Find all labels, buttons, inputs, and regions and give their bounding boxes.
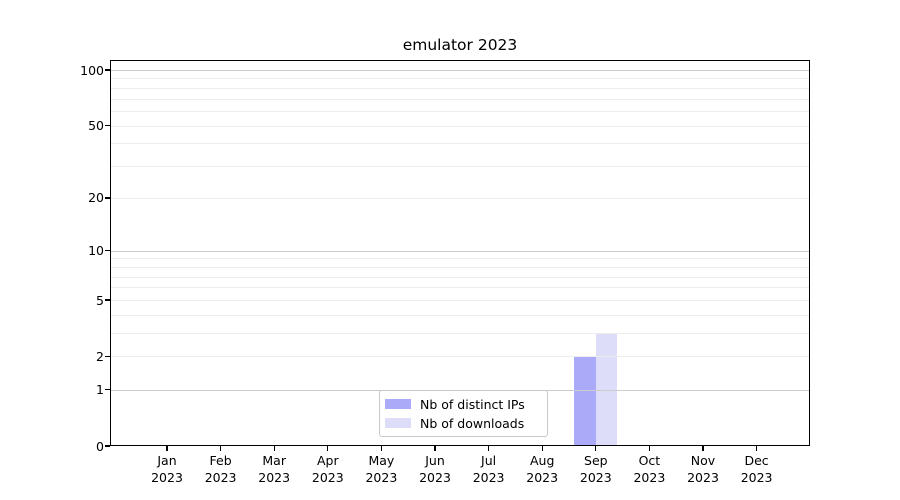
y-tick-label-10: 10 <box>88 243 104 259</box>
x-tick-jun-2023 <box>434 446 436 451</box>
y-tick-label-100: 100 <box>80 62 104 78</box>
legend-item-distinct-ips: Nb of distinct IPs <box>385 397 539 412</box>
plot-area <box>110 60 810 446</box>
month-label: Sep <box>584 453 608 468</box>
legend: Nb of distinct IPs Nb of downloads <box>379 390 548 437</box>
minor-gridline-40 <box>111 143 809 145</box>
year-label: 2023 <box>365 469 398 485</box>
year-label: 2023 <box>579 469 612 485</box>
y-tick-2 <box>104 355 110 358</box>
year-label: 2023 <box>633 469 666 485</box>
x-tick-label-jun-2023: Jun 2023 <box>405 453 465 486</box>
minor-gridline-9 <box>111 258 809 260</box>
x-tick-feb-2023 <box>220 446 222 451</box>
legend-item-downloads: Nb of downloads <box>385 416 539 431</box>
month-label: Jun <box>425 453 445 468</box>
year-label: 2023 <box>258 469 291 485</box>
month-label: Jul <box>481 453 497 468</box>
month-label: Aug <box>529 453 555 468</box>
month-label: Dec <box>744 453 769 468</box>
y-tick-label-0: 0 <box>96 438 104 454</box>
month-label: Feb <box>209 453 232 468</box>
x-tick-mar-2023 <box>273 446 275 451</box>
year-label: 2023 <box>740 469 773 485</box>
minor-gridline-30 <box>111 166 809 168</box>
y-tick-20 <box>104 197 110 199</box>
y-tick-50 <box>104 125 110 127</box>
x-tick-label-nov-2023: Nov 2023 <box>673 453 733 486</box>
month-label: Mar <box>262 453 286 468</box>
bar-downloads-sep-2023 <box>595 333 618 446</box>
minor-gridline-7 <box>111 276 809 278</box>
x-tick-label-sep-2023: Sep 2023 <box>566 453 626 486</box>
x-tick-may-2023 <box>380 446 382 451</box>
month-label: Jan <box>157 453 177 468</box>
year-label: 2023 <box>526 469 559 485</box>
x-tick-jan-2023 <box>166 446 168 451</box>
y-tick-1 <box>104 388 110 391</box>
y-tick-label-50: 50 <box>88 118 104 134</box>
y-tick-label-1: 1 <box>96 382 104 398</box>
x-tick-nov-2023 <box>702 446 704 451</box>
y-tick-label-5: 5 <box>96 292 104 308</box>
minor-gridline-5 <box>111 300 809 302</box>
y-tick-label-2: 2 <box>96 348 104 364</box>
year-label: 2023 <box>151 469 183 485</box>
legend-label-downloads: Nb of downloads <box>420 415 525 431</box>
x-tick-label-dec-2023: Dec 2023 <box>727 453 787 486</box>
minor-gridline-70 <box>111 98 809 100</box>
y-tick-100 <box>104 69 110 71</box>
x-tick-apr-2023 <box>327 446 329 451</box>
minor-gridline-3 <box>111 333 809 335</box>
y-tick-5 <box>104 299 110 301</box>
x-tick-label-oct-2023: Oct 2023 <box>619 453 679 486</box>
legend-label-distinct-ips: Nb of distinct IPs <box>420 396 525 412</box>
chart-title: emulator 2023 <box>402 36 518 54</box>
x-tick-jul-2023 <box>488 446 490 451</box>
x-tick-label-mar-2023: Mar 2023 <box>244 453 304 486</box>
minor-gridline-50 <box>111 125 809 127</box>
month-label: Apr <box>316 453 339 468</box>
x-tick-label-aug-2023: Aug 2023 <box>512 453 572 486</box>
major-gridline-100 <box>111 70 809 71</box>
y-tick-10 <box>104 250 110 252</box>
major-gridline-10 <box>111 250 809 252</box>
x-tick-label-jul-2023: Jul 2023 <box>459 453 519 486</box>
minor-gridline-90 <box>111 78 809 80</box>
y-tick-label-20: 20 <box>88 190 104 206</box>
minor-gridline-2 <box>111 356 809 358</box>
month-label: Nov <box>690 453 716 468</box>
x-tick-aug-2023 <box>541 446 543 451</box>
x-tick-sep-2023 <box>595 446 597 451</box>
minor-gridline-80 <box>111 87 809 89</box>
x-tick-oct-2023 <box>648 446 650 451</box>
minor-gridline-20 <box>111 197 809 199</box>
year-label: 2023 <box>419 469 451 485</box>
year-label: 2023 <box>687 469 719 485</box>
x-tick-label-feb-2023: Feb 2023 <box>191 453 251 486</box>
y-tick-0 <box>104 445 110 447</box>
year-label: 2023 <box>472 469 505 485</box>
month-label: Oct <box>638 453 661 468</box>
bar-distinct-ips-sep-2023 <box>574 356 596 446</box>
x-tick-dec-2023 <box>756 446 758 451</box>
legend-swatch-downloads-icon <box>385 418 411 428</box>
year-label: 2023 <box>311 469 344 485</box>
x-tick-label-jan-2023: Jan 2023 <box>137 453 197 486</box>
year-label: 2023 <box>204 469 237 485</box>
minor-gridline-4 <box>111 314 809 316</box>
minor-gridline-6 <box>111 287 809 289</box>
x-tick-label-apr-2023: Apr 2023 <box>298 453 358 486</box>
x-tick-label-may-2023: May 2023 <box>351 453 411 486</box>
minor-gridline-60 <box>111 111 809 113</box>
minor-gridline-8 <box>111 266 809 268</box>
legend-swatch-distinct-ips-icon <box>385 399 411 409</box>
month-label: May <box>368 453 395 468</box>
